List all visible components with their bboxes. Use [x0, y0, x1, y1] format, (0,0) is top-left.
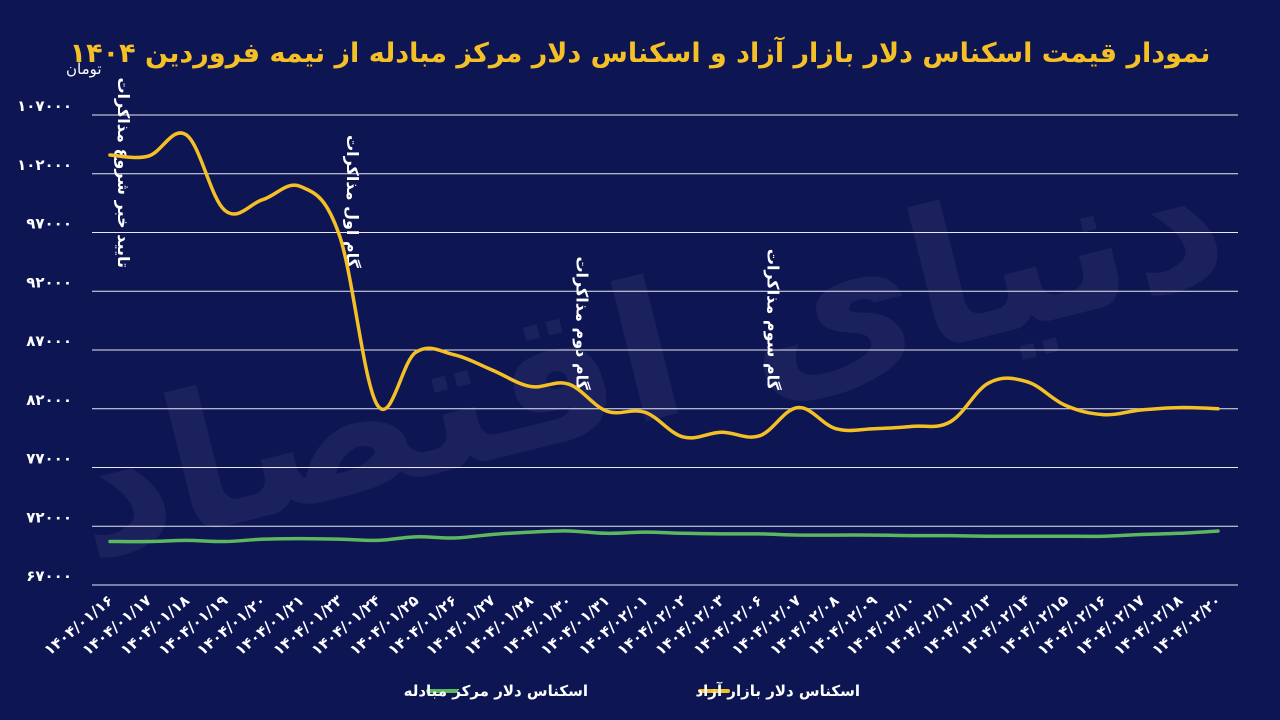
y-tick-label: ۸۲۰۰۰ — [26, 391, 72, 409]
y-tick-label: ۶۷۰۰۰ — [26, 567, 72, 585]
data-point — [1025, 534, 1029, 538]
data-point — [681, 531, 685, 535]
annotation-label: تایید خبر شروع مذاکرات — [114, 77, 133, 268]
data-point — [337, 233, 341, 237]
series-line-1 — [108, 529, 1220, 544]
data-point — [910, 424, 914, 428]
data-point — [719, 430, 723, 434]
data-point — [490, 368, 494, 372]
data-point — [872, 533, 876, 537]
data-point — [490, 532, 494, 537]
data-point — [987, 381, 991, 385]
data-point — [452, 353, 456, 357]
data-point — [108, 153, 112, 157]
data-point — [643, 530, 647, 534]
series-layer — [108, 131, 1220, 544]
data-point — [1216, 529, 1220, 533]
y-axis-unit: تومان — [66, 60, 102, 78]
data-point — [910, 534, 914, 538]
data-point — [299, 536, 303, 541]
data-point — [1139, 408, 1144, 412]
grid-layer — [92, 114, 1238, 586]
legend: اسکناس دلار بازار آزاد اسکناس دلار مرکز م… — [404, 682, 860, 700]
y-axis-ticks: ۶۷۰۰۰ ۷۲۰۰۰ ۷۷۰۰۰ ۸۲۰۰۰ ۸۷۰۰۰ ۹۲۰۰۰ ۹۷۰۰۰ ۱۰۲۰۰… — [17, 97, 72, 585]
y-tick-label: ۹۷۰۰۰ — [26, 215, 72, 233]
data-point — [1101, 534, 1105, 538]
data-point — [681, 435, 685, 439]
data-point — [834, 533, 838, 537]
data-point — [184, 538, 189, 542]
data-point — [605, 409, 609, 413]
y-tick-label: ۱۰۷۰۰۰ — [17, 97, 72, 115]
data-point — [1025, 380, 1029, 384]
data-point — [566, 382, 571, 386]
data-point — [452, 536, 456, 540]
annotation-label: گام دوم مذاکرات — [572, 256, 591, 390]
data-point — [834, 427, 838, 431]
data-point — [528, 530, 532, 534]
annotations: تایید خبر شروع مذاکرات گام اول مذاکرات گام… — [114, 77, 783, 390]
data-point — [1063, 403, 1067, 407]
data-point — [528, 384, 532, 389]
data-point — [1101, 413, 1105, 417]
data-point — [643, 410, 647, 414]
data-point — [1216, 407, 1220, 411]
data-point — [223, 539, 227, 544]
watermark: دنیای اقتصاد — [46, 104, 1246, 604]
data-point — [796, 405, 800, 410]
chart-title: نمودار قیمت اسکناس دلار بازار آزاد و اسک… — [70, 36, 1211, 69]
data-point — [223, 208, 227, 212]
data-point — [719, 532, 723, 536]
data-point — [948, 534, 953, 538]
data-point — [261, 198, 265, 202]
data-point — [414, 535, 418, 539]
y-tick-label: ۹۲۰۰۰ — [26, 273, 72, 291]
data-point — [146, 154, 150, 158]
data-point — [184, 133, 189, 137]
annotation-label: گام اول مذاکرات — [343, 135, 362, 269]
data-point — [757, 434, 762, 438]
data-point — [1063, 534, 1067, 538]
data-point — [299, 185, 303, 189]
data-point — [1139, 532, 1144, 537]
data-point — [796, 533, 800, 537]
y-tick-label: ۸۷۰۰۰ — [26, 332, 72, 350]
data-point — [987, 534, 991, 538]
data-point — [108, 539, 112, 544]
data-point — [261, 537, 265, 541]
data-point — [1178, 405, 1182, 410]
data-point — [872, 427, 876, 431]
data-point — [948, 420, 953, 424]
data-point — [337, 537, 341, 541]
data-point — [757, 532, 762, 536]
legend-label: اسکناس دلار بازار آزاد — [695, 682, 860, 700]
y-tick-label: ۱۰۲۰۰۰ — [17, 156, 72, 174]
y-tick-label: ۷۲۰۰۰ — [26, 508, 72, 526]
legend-label: اسکناس دلار مرکز مبادله — [404, 682, 588, 700]
annotation-label: گام سوم مذاکرات — [764, 249, 783, 391]
x-axis-ticks: ۱۴۰۴/۰۱/۱۶۱۴۰۴/۰۱/۱۷۱۴۰۴/۰۱/۱۸۱۴۰۴/۰۱/۱۹… — [40, 591, 1224, 659]
data-point — [375, 538, 380, 542]
data-point — [414, 350, 418, 354]
data-point — [146, 539, 150, 544]
data-point — [375, 403, 380, 407]
data-point — [566, 529, 571, 533]
y-tick-label: ۷۷۰۰۰ — [26, 450, 72, 468]
data-point — [605, 531, 609, 535]
data-point — [1178, 531, 1182, 535]
